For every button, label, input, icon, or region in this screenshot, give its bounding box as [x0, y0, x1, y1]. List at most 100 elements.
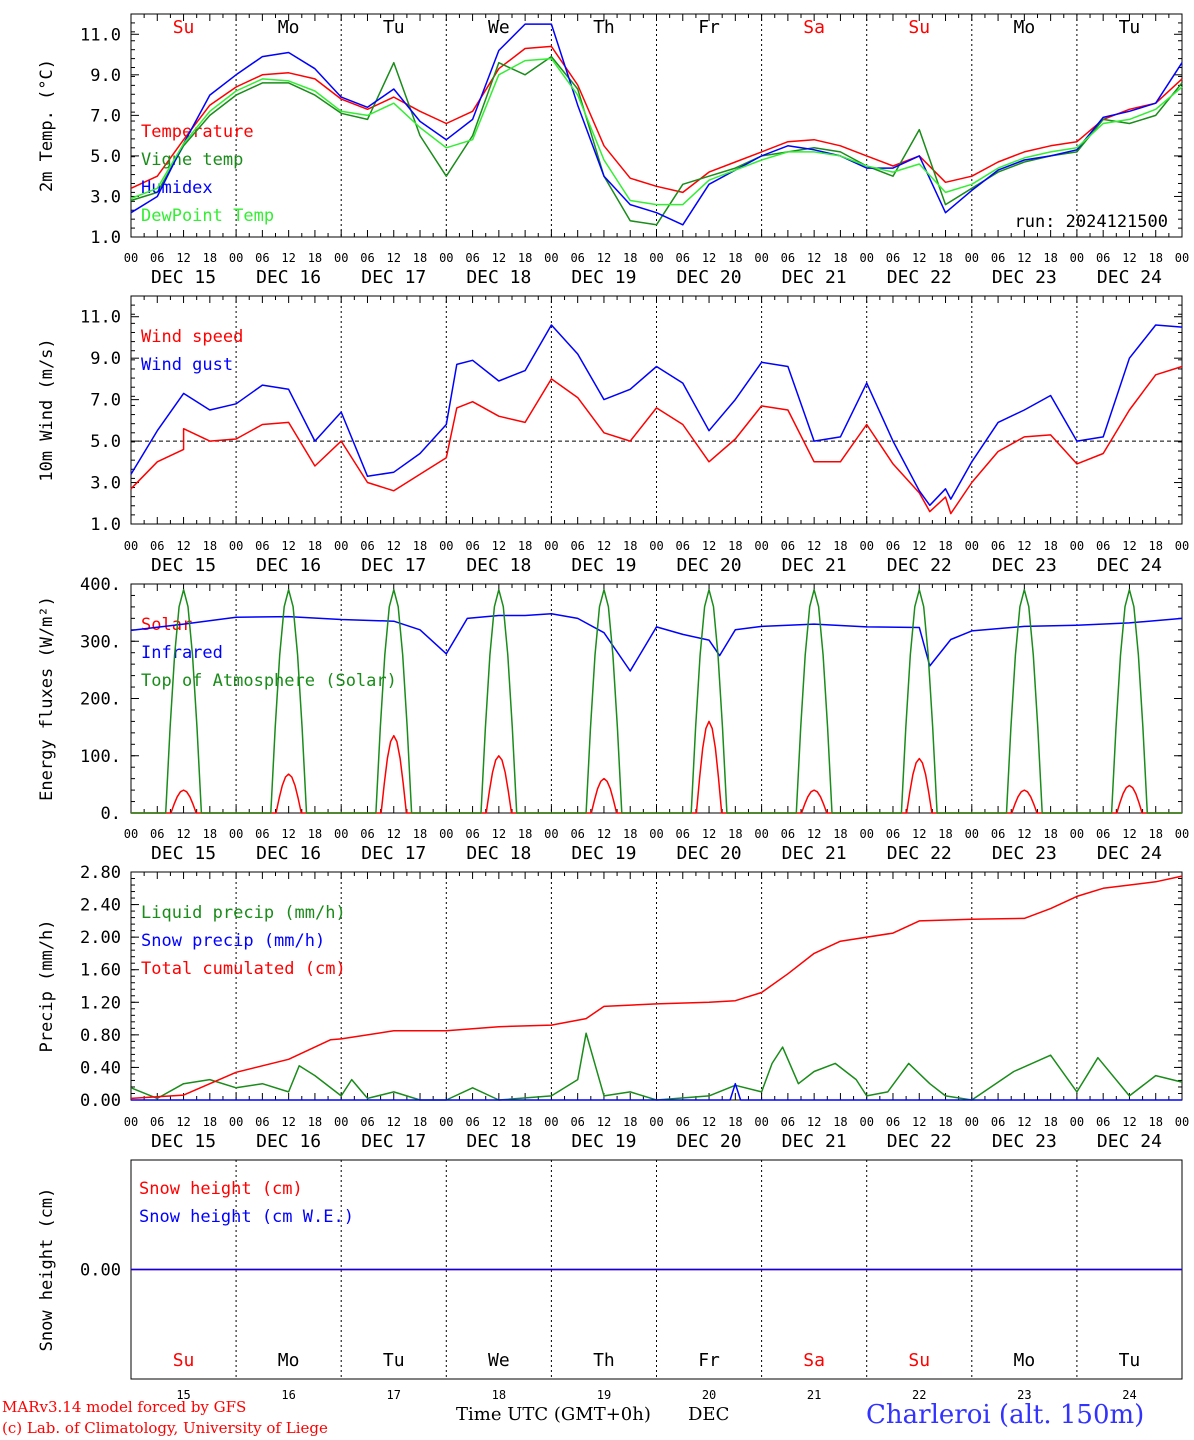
hour-label: 12 [492, 539, 506, 553]
y-tick-label: 200. [80, 690, 121, 710]
day-label: DEC 23 [992, 1131, 1057, 1152]
y-tick-label: 400. [80, 575, 121, 595]
day-of-week-label: Mo [278, 1350, 300, 1371]
hour-label: 06 [676, 251, 690, 265]
day-label: DEC 20 [677, 843, 742, 864]
hour-label: 06 [991, 827, 1005, 841]
hour-label: 06 [781, 1115, 795, 1129]
hour-label: 12 [492, 827, 506, 841]
hour-label: 18 [308, 251, 322, 265]
day-number-label: 21 [807, 1388, 821, 1402]
hour-label: 18 [728, 1115, 742, 1129]
day-label: DEC 23 [992, 843, 1057, 864]
day-of-week-label: Mo [1014, 17, 1036, 38]
day-label: DEC 16 [256, 1131, 321, 1152]
hour-label: 00 [334, 251, 348, 265]
day-label: DEC 20 [677, 1131, 742, 1152]
hour-label: 12 [807, 1115, 821, 1129]
series-line [130, 324, 1183, 507]
hour-label: 12 [1122, 1115, 1136, 1129]
series-line [130, 875, 1183, 1100]
day-label: DEC 20 [677, 267, 742, 288]
day-label: DEC 17 [361, 843, 426, 864]
hour-label: 06 [991, 1115, 1005, 1129]
hour-label: 18 [308, 827, 322, 841]
day-of-week-label: Su [908, 17, 930, 38]
hour-label: 12 [281, 827, 295, 841]
hour-label: 06 [465, 251, 479, 265]
day-of-week-label: We [488, 1350, 510, 1371]
hour-label: 00 [439, 1115, 453, 1129]
hour-label: 06 [150, 539, 164, 553]
day-label: DEC 19 [571, 267, 636, 288]
day-number-label: 18 [492, 1388, 506, 1402]
y-tick-label: 1.0 [90, 515, 121, 535]
hour-label: 06 [781, 827, 795, 841]
y-axis-label: 10m Wind (m/s) [37, 338, 57, 481]
hour-label: 12 [387, 827, 401, 841]
hour-label: 06 [1096, 1115, 1110, 1129]
hour-label: 12 [597, 827, 611, 841]
hour-label: 06 [781, 539, 795, 553]
y-tick-label: 11.0 [80, 308, 121, 328]
day-of-week-label: Sa [803, 1350, 825, 1371]
hour-label: 00 [1175, 1115, 1189, 1129]
hour-label: 18 [1148, 827, 1162, 841]
hour-label: 18 [833, 539, 847, 553]
day-of-week-label: Su [173, 1350, 195, 1371]
hour-label: 12 [387, 539, 401, 553]
hour-label: 06 [676, 1115, 690, 1129]
day-label: DEC 19 [571, 843, 636, 864]
day-label: DEC 15 [151, 1131, 216, 1152]
hour-label: 12 [807, 539, 821, 553]
day-label: DEC 22 [887, 267, 952, 288]
day-label: DEC 18 [466, 555, 531, 576]
legend-label: Snow height (cm) [139, 1179, 303, 1199]
hour-label: 12 [176, 539, 190, 553]
hour-label: 06 [360, 539, 374, 553]
hour-label: 00 [649, 827, 663, 841]
day-of-week-label: Tu [1119, 17, 1141, 38]
series-line [130, 55, 1183, 226]
hour-label: 06 [886, 827, 900, 841]
hour-label: 06 [570, 827, 584, 841]
hour-label: 12 [281, 539, 295, 553]
hour-label: 18 [623, 1115, 637, 1129]
hour-label: 00 [229, 539, 243, 553]
day-label: DEC 16 [256, 555, 321, 576]
y-tick-label: 0. [101, 804, 121, 824]
x-axis-month: DEC [688, 1404, 730, 1425]
day-of-week-label: Fr [698, 1350, 720, 1371]
hour-label: 18 [623, 827, 637, 841]
day-label: DEC 22 [887, 843, 952, 864]
day-label: DEC 17 [361, 555, 426, 576]
y-tick-label: 5.0 [90, 147, 121, 167]
hour-label: 00 [1070, 539, 1084, 553]
hour-label: 00 [124, 827, 138, 841]
hour-label: 00 [544, 827, 558, 841]
hour-label: 00 [544, 251, 558, 265]
hour-label: 18 [413, 827, 427, 841]
hour-label: 12 [702, 539, 716, 553]
y-axis-label: Snow height (cm) [37, 1188, 57, 1352]
day-of-week-label: Th [593, 1350, 615, 1371]
y-tick-label: 0.00 [80, 1091, 121, 1111]
day-number-label: 17 [387, 1388, 401, 1402]
y-tick-label: 0.80 [80, 1026, 121, 1046]
hour-label: 12 [1017, 539, 1031, 553]
hour-label: 00 [649, 251, 663, 265]
footer-credit: (c) Lab. of Climatology, University of L… [2, 1419, 328, 1437]
hour-label: 18 [203, 251, 217, 265]
hour-label: 12 [912, 1115, 926, 1129]
hour-label: 12 [1122, 251, 1136, 265]
hour-label: 12 [281, 1115, 295, 1129]
hour-label: 12 [387, 1115, 401, 1129]
hour-label: 12 [492, 1115, 506, 1129]
hour-label: 06 [886, 539, 900, 553]
hour-label: 06 [360, 827, 374, 841]
hour-label: 06 [360, 251, 374, 265]
day-number-label: 19 [597, 1388, 611, 1402]
hour-label: 18 [833, 827, 847, 841]
day-label: DEC 22 [887, 555, 952, 576]
legend-label: Liquid precip (mm/h) [141, 903, 346, 923]
